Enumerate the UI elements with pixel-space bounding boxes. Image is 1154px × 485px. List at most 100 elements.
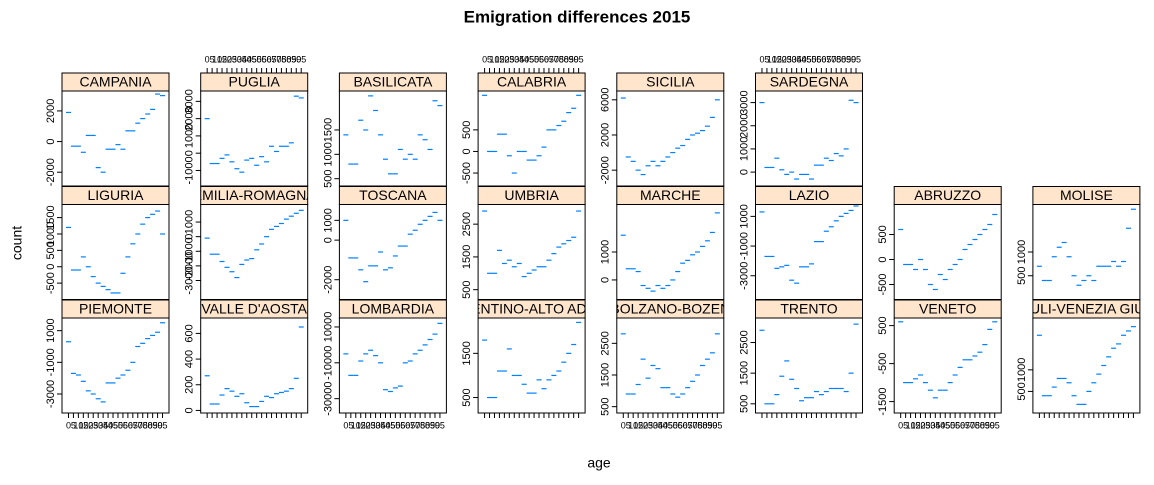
x-tick-label: 40 (242, 54, 252, 64)
x-tick-label: 20 (499, 54, 509, 64)
x-tick-label: 85 (286, 54, 296, 64)
x-tick-label: 50 (668, 420, 678, 430)
x-tick-label: 95 (296, 54, 306, 64)
y-tick-label: 500 (600, 397, 612, 415)
strip-label: BOLZANO-BOZEN (610, 301, 730, 317)
x-tick-label: 65 (128, 420, 138, 430)
x-tick-label: 55 (950, 420, 960, 430)
x-tick-label: 5 (487, 54, 492, 64)
x-tick-label: 50 (113, 420, 123, 430)
x-tick-label: 10 (489, 54, 499, 64)
y-tick-label: 2000 (45, 99, 57, 123)
panel: VALLE D'AOSTA 0 200 400 600 (184, 299, 309, 418)
y-tick-label: -1000 (184, 237, 196, 265)
strip-label: CAMPANIA (79, 74, 152, 90)
y-tick-label: -500 (877, 353, 889, 375)
x-tick-label: 80 (420, 420, 430, 430)
y-tick-label: 1000 (600, 240, 612, 264)
panel-frame (477, 90, 586, 187)
y-tick-label: -2000 (184, 252, 196, 280)
x-tick-label: 90 (985, 420, 995, 430)
y-tick-label: 1000 (45, 222, 57, 246)
x-tick-label: 25 (782, 54, 792, 64)
x-tick-label: 70 (688, 420, 698, 430)
panel-frame (893, 317, 1002, 414)
x-tick-label: 25 (920, 420, 930, 430)
x-tick-label: 0 (66, 420, 71, 430)
x-tick-label: 65 (405, 420, 415, 430)
x-tick-label: 75 (831, 54, 841, 64)
panel-frame (616, 90, 725, 187)
y-tick-label: -3000 (738, 262, 750, 290)
x-tick-label: 35 (237, 54, 247, 64)
y-tick-label: 1500 (461, 341, 473, 365)
x-tick-label: 60 (262, 54, 272, 64)
x-tick-label: 95 (712, 420, 722, 430)
x-tick-label: 30 (93, 420, 103, 430)
x-tick-label: 80 (697, 420, 707, 430)
panel-frame (755, 317, 863, 414)
y-tick-label: 400 (184, 350, 196, 368)
panel: TRENTINO-ALTO ADIGE 500 1500 (461, 299, 586, 418)
panel: UMBRIA 500 1500 2500 (461, 186, 586, 300)
x-tick-label: 0 (205, 54, 210, 64)
panel: BOLZANO-BOZEN 500 1500 2500 0 510152025303540… (600, 299, 730, 430)
x-tick-label: 75 (415, 420, 425, 430)
x-tick-label: 5 (764, 54, 769, 64)
panel-frame (616, 317, 725, 414)
x-tick-label: 55 (811, 54, 821, 64)
y-tick-label: 1000 (184, 124, 196, 148)
y-tick-label: -10000 (322, 346, 334, 380)
x-tick-label: 15 (217, 54, 227, 64)
x-tick-label: 50 (390, 420, 400, 430)
panel: VENETO -1500 -500 500 0 510152025303540455055… (877, 299, 1002, 430)
x-tick-label: 55 (534, 54, 544, 64)
x-tick-label: 95 (158, 420, 168, 430)
panel-frame (1032, 317, 1141, 414)
x-tick-label: 30 (648, 420, 658, 430)
x-tick-label: 60 (955, 420, 965, 430)
panel: PIEMONTE -3000 -1000 1000 0 51015202530354045… (45, 299, 170, 430)
x-tick-label: 75 (970, 420, 980, 430)
strip-label: FRIULI-VENEZIA GIULIA (1007, 301, 1154, 317)
strip-label: PIEMONTE (79, 301, 152, 317)
panel-frame (338, 204, 447, 300)
x-tick-label: 75 (693, 420, 703, 430)
y-tick-label: 1000 (184, 210, 196, 234)
strip-label: LAZIO (789, 187, 830, 203)
x-tick-label: 90 (153, 420, 163, 430)
x-tick-label: 0 (898, 420, 903, 430)
panel-frame (1032, 204, 1141, 300)
x-tick-label: 35 (792, 54, 802, 64)
panel: LAZIO -3000 -1000 1000 (738, 186, 863, 300)
y-tick-label: 1500 (600, 363, 612, 387)
y-tick-label: 0 (600, 277, 612, 283)
y-tick-label: 500 (461, 388, 473, 406)
x-tick-label: 55 (673, 420, 683, 430)
x-tick-label: 65 (821, 54, 831, 64)
y-tick-label: -1000 (184, 156, 196, 184)
x-tick-label: 25 (227, 54, 237, 64)
x-tick-label: 10 (212, 54, 222, 64)
y-tick-label: 2000 (600, 123, 612, 147)
x-tick-label: 40 (797, 54, 807, 64)
y-tick-label: 1000 (738, 204, 750, 228)
y-tick-label: 500 (738, 395, 750, 413)
y-tick-label: 1500 (461, 245, 473, 269)
y-tick-label: 500 (461, 280, 473, 298)
x-tick-label: 80 (836, 54, 846, 64)
x-tick-label: 45 (108, 420, 118, 430)
y-tick-label: -3000 (184, 266, 196, 294)
x-tick-label: 80 (559, 54, 569, 64)
x-tick-label: 30 (509, 54, 519, 64)
x-tick-label: 45 (802, 54, 812, 64)
x-tick-label: 10 (351, 420, 361, 430)
y-tick-label: 3000 (738, 90, 750, 114)
x-tick-label: 45 (663, 420, 673, 430)
y-tick-label: 0 (45, 264, 57, 270)
